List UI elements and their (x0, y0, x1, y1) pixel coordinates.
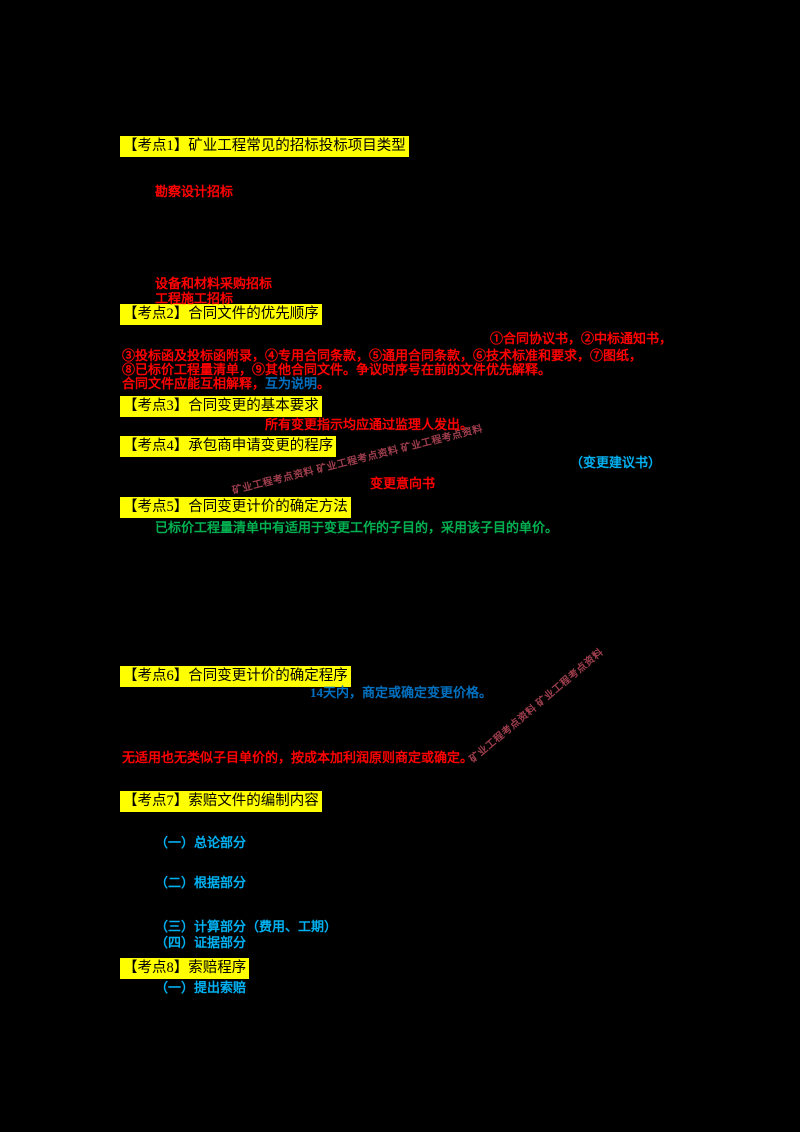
topic-header-6: 【考点6】合同变更计价的确定程序 (120, 666, 351, 687)
topic-header-5: 【考点5】合同变更计价的确定方法 (120, 497, 351, 518)
survey-design-label: 勘察设计招标 (155, 184, 234, 199)
claim-procedure-step: （一）提出索赔 (155, 980, 247, 995)
topic-header-1: 【考点1】矿业工程常见的招标投标项目类型 (120, 136, 409, 157)
variation-pricing-time-note: 14天内，商定或确定变更价格。 (310, 685, 493, 700)
contract-doc-order-line-3: ⑧已标价工程量清单，⑨其他合同文件。争议时序号在前的文件优先解释。 (122, 362, 552, 377)
claim-part-calculation: （三）计算部分（费用、工期） (155, 919, 338, 934)
claim-part-evidence: （四）证据部分 (155, 935, 247, 950)
construction-bid-label: 工程施工招标 (155, 291, 234, 306)
note-run-2: 互为说明 (265, 376, 318, 391)
topic-header-7: 【考点7】索赔文件的编制内容 (120, 791, 322, 812)
claim-part-general: （一）总论部分 (155, 835, 247, 850)
topic-header-4: 【考点4】承包商申请变更的程序 (120, 436, 337, 457)
equipment-procurement-label: 设备和材料采购招标 (155, 276, 273, 291)
change-suggestion-note: （变更建议书） (570, 455, 662, 470)
variation-pricing-principle-note: 无适用也无类似子目单价的，按成本加利润原则商定或确定。 (122, 750, 474, 765)
note-run-3: 。 (317, 376, 331, 391)
variation-pricing-method-note: 已标价工程量清单中有适用于变更工作的子目的，采用该子目的单价。 (155, 520, 559, 535)
contract-doc-order-line-1: ①合同协议书，②中标通知书， (490, 331, 673, 346)
topic-header-2: 【考点2】合同文件的优先顺序 (120, 304, 322, 325)
contract-doc-note-line: 合同文件应能互相解释，互为说明。 (122, 376, 330, 391)
topic-header-3: 【考点3】合同变更的基本要求 (120, 396, 322, 417)
topic-header-8: 【考点8】索赔程序 (120, 958, 250, 979)
contract-doc-order-line-2: ③投标函及投标函附录，④专用合同条款，⑤通用合同条款，⑥技术标准和要求，⑦图纸， (122, 348, 643, 363)
claim-part-basis: （二）根据部分 (155, 875, 247, 890)
change-instruction-note: 所有变更指示均应通过监理人发出。 (265, 417, 474, 432)
change-intent-note: 变更意向书 (370, 476, 436, 491)
note-run-1: 合同文件应能互相解释， (122, 376, 266, 391)
watermark-diagonal-2: 矿业工程考点资料 矿业工程考点资料 (467, 646, 606, 766)
